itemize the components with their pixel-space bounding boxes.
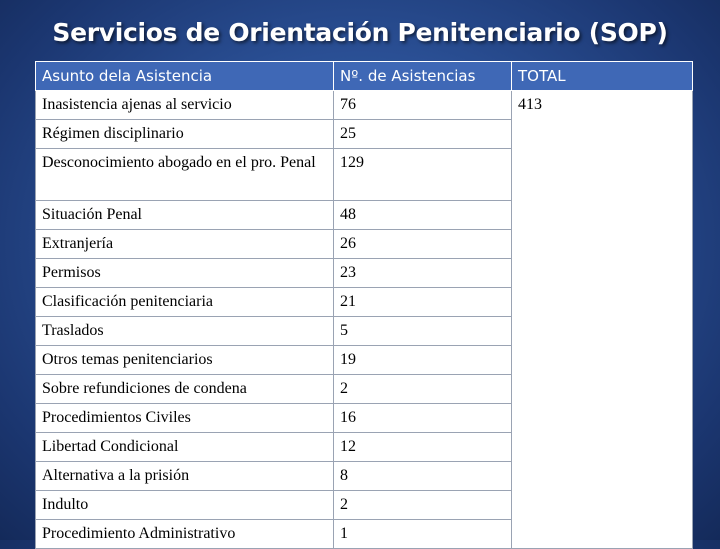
- asunto-cell: Clasificación penitenciaria: [35, 287, 334, 317]
- num-asistencias-cell: 8: [333, 461, 512, 491]
- slide-title: Servicios de Orientación Penitenciario (…: [52, 18, 668, 47]
- table-row: Inasistencia ajenas al servicio 76 413: [35, 90, 693, 549]
- asunto-cell: Procedimientos Civiles: [35, 403, 334, 433]
- table-row: Libertad Condicional 12: [35, 432, 693, 462]
- asunto-cell: Situación Penal: [35, 200, 334, 230]
- table-row: Clasificación penitenciaria 21: [35, 287, 693, 317]
- asunto-cell: Procedimiento Administrativo: [35, 519, 334, 549]
- table-row: Indulto 2: [35, 490, 693, 520]
- asunto-cell: Alternativa a la prisión: [35, 461, 334, 491]
- assistance-table: Asunto dela Asistencia Nº. de Asistencia…: [35, 61, 693, 549]
- num-asistencias-cell: 2: [333, 490, 512, 520]
- asunto-cell: Permisos: [35, 258, 334, 288]
- table-row: Sobre refundiciones de condena 2: [35, 374, 693, 404]
- table-body: Inasistencia ajenas al servicio 76 413 Régi…: [35, 90, 693, 549]
- num-asistencias-cell: 1: [333, 519, 512, 549]
- num-asistencias-cell: 48: [333, 200, 512, 230]
- header-total: TOTAL: [511, 61, 693, 91]
- table-row: Permisos 23: [35, 258, 693, 288]
- asunto-cell: Sobre refundiciones de condena: [35, 374, 334, 404]
- asunto-cell: Otros temas penitenciarios: [35, 345, 334, 375]
- num-asistencias-cell: 2: [333, 374, 512, 404]
- table-row: Desconocimiento abogado en el pro. Penal…: [35, 148, 693, 201]
- num-asistencias-cell: 21: [333, 287, 512, 317]
- num-asistencias-cell: 5: [333, 316, 512, 346]
- table-row: Extranjería 26: [35, 229, 693, 259]
- table-header-row: Asunto dela Asistencia Nº. de Asistencia…: [35, 61, 693, 91]
- asunto-cell: Régimen disciplinario: [35, 119, 334, 149]
- num-asistencias-cell: 129: [333, 148, 512, 201]
- num-asistencias-cell: 76: [333, 90, 512, 120]
- table-row: Alternativa a la prisión 8: [35, 461, 693, 491]
- table-row: Otros temas penitenciarios 19: [35, 345, 693, 375]
- asunto-cell: Extranjería: [35, 229, 334, 259]
- num-asistencias-cell: 26: [333, 229, 512, 259]
- header-asunto: Asunto dela Asistencia: [35, 61, 334, 91]
- num-asistencias-cell: 23: [333, 258, 512, 288]
- asunto-cell: Inasistencia ajenas al servicio: [35, 90, 334, 120]
- asunto-cell: Desconocimiento abogado en el pro. Penal: [35, 148, 334, 201]
- num-asistencias-cell: 16: [333, 403, 512, 433]
- total-cell: 413: [511, 90, 693, 549]
- num-asistencias-cell: 12: [333, 432, 512, 462]
- num-asistencias-cell: 25: [333, 119, 512, 149]
- header-num-asistencias: Nº. de Asistencias: [333, 61, 512, 91]
- asunto-cell: Libertad Condicional: [35, 432, 334, 462]
- table-row: Traslados 5: [35, 316, 693, 346]
- table-row: Situación Penal 48: [35, 200, 693, 230]
- num-asistencias-cell: 19: [333, 345, 512, 375]
- table-row: Régimen disciplinario 25: [35, 119, 693, 149]
- asunto-cell: Indulto: [35, 490, 334, 520]
- asunto-cell: Traslados: [35, 316, 334, 346]
